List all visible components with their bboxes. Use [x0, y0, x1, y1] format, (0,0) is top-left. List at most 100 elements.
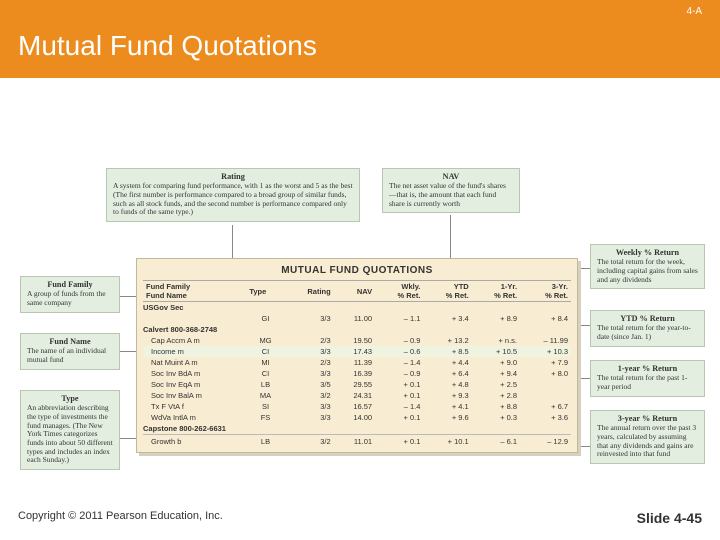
table-cell: + 8.0 — [520, 368, 571, 379]
callout-text: The net asset value of the fund's shares… — [389, 182, 513, 208]
table-cell: + 7.9 — [520, 357, 571, 368]
group-label: Calvert 800-368-2748 — [143, 324, 571, 335]
callout-title: YTD % Return — [597, 314, 698, 323]
page-code: 4-A — [686, 6, 702, 17]
callout-title: Rating — [113, 172, 353, 181]
callout-fund-name: Fund Name The name of an individual mutu… — [20, 333, 120, 370]
table-cell: – 12.9 — [520, 435, 571, 448]
callout-title: NAV — [389, 172, 513, 181]
table-cell: + 9.0 — [472, 357, 520, 368]
table-cell: Soc Inv BalA m — [143, 390, 246, 401]
table-cell: 16.39 — [334, 368, 375, 379]
table-cell — [520, 390, 571, 401]
table-cell: + 9.6 — [423, 412, 471, 423]
table-cell: 17.43 — [334, 346, 375, 357]
table-cell: MG — [246, 335, 284, 346]
table-cell: 24.31 — [334, 390, 375, 401]
connector — [578, 268, 590, 269]
group-label: Capstone 800-262-6631 — [143, 423, 571, 435]
table-cell: + 0.1 — [375, 412, 423, 423]
callout-text: The total return for the week, including… — [597, 258, 698, 284]
table-row: Growth bLB3/211.01+ 0.1+ 10.1– 6.1– 12.9 — [143, 435, 571, 448]
callout-title: 1-year % Return — [597, 364, 698, 373]
table-cell: + 0.1 — [375, 435, 423, 448]
table-header: Fund FamilyFund Name — [143, 281, 246, 302]
callout-text: The name of an individual mutual fund — [27, 347, 113, 364]
table-cell: + 10.3 — [520, 346, 571, 357]
table-cell: 11.01 — [334, 435, 375, 448]
table-cell: + 8.4 — [520, 313, 571, 324]
table-cell: SI — [246, 401, 284, 412]
callout-text: The annual return over the past 3 years,… — [597, 424, 698, 459]
table-cell: – 0.9 — [375, 335, 423, 346]
table-cell: + 6.7 — [520, 401, 571, 412]
table-cell: + 2.8 — [472, 390, 520, 401]
table-row: GI3/311.00– 1.1+ 3.4+ 8.9+ 8.4 — [143, 313, 571, 324]
callout-title: Weekly % Return — [597, 248, 698, 257]
table-cell: 3/3 — [285, 368, 334, 379]
table-cell: 11.39 — [334, 357, 375, 368]
slide-number: Slide 4-45 — [637, 510, 702, 526]
table-header: Rating — [285, 281, 334, 302]
table-cell: + 2.5 — [472, 379, 520, 390]
callout-3yr: 3-year % Return The annual return over t… — [590, 410, 705, 464]
callout-1yr: 1-year % Return The total return for the… — [590, 360, 705, 397]
table-cell: 3/3 — [285, 346, 334, 357]
table-cell: 3/3 — [285, 412, 334, 423]
table-cell: MI — [246, 357, 284, 368]
table-cell: 3/3 — [285, 313, 334, 324]
table-cell: – 0.9 — [375, 368, 423, 379]
table-cell: Tx F VtA f — [143, 401, 246, 412]
table-cell: CI — [246, 368, 284, 379]
table-cell: Growth b — [143, 435, 246, 448]
table-cell: 14.00 — [334, 412, 375, 423]
table-cell: 11.00 — [334, 313, 375, 324]
table-cell: LB — [246, 435, 284, 448]
table-cell: – 1.4 — [375, 357, 423, 368]
callout-rating: Rating A system for comparing fund perfo… — [106, 168, 360, 222]
table-cell: 29.55 — [334, 379, 375, 390]
table-cell: Nat Muint A m — [143, 357, 246, 368]
table-cell: + 0.3 — [472, 412, 520, 423]
table-cell: Cap Accm A m — [143, 335, 246, 346]
table-header: Type — [246, 281, 284, 302]
table-cell: 3/3 — [285, 401, 334, 412]
table-cell: + 4.1 — [423, 401, 471, 412]
callout-title: Fund Family — [27, 280, 113, 289]
table-header: 1-Yr.% Ret. — [472, 281, 520, 302]
callout-title: Type — [27, 394, 113, 403]
connector — [578, 325, 590, 326]
callout-ytd: YTD % Return The total return for the ye… — [590, 310, 705, 347]
table-cell: + 8.8 — [472, 401, 520, 412]
table-cell: Income m — [143, 346, 246, 357]
callout-text: The total return for the year-to-date (s… — [597, 324, 698, 341]
table-cell: 2/3 — [285, 357, 334, 368]
connector — [578, 446, 590, 447]
table-cell: FS — [246, 412, 284, 423]
table-cell: LB — [246, 379, 284, 390]
table-cell: – 6.1 — [472, 435, 520, 448]
table-cell: – 0.6 — [375, 346, 423, 357]
callout-text: A group of funds from the same company — [27, 290, 113, 307]
table-header: NAV — [334, 281, 375, 302]
callout-fund-family: Fund Family A group of funds from the sa… — [20, 276, 120, 313]
table-header: YTD% Ret. — [423, 281, 471, 302]
table-cell: – 1.4 — [375, 401, 423, 412]
callout-weekly: Weekly % Return The total return for the… — [590, 244, 705, 289]
callout-title: 3-year % Return — [597, 414, 698, 423]
table-title: MUTUAL FUND QUOTATIONS — [143, 265, 571, 276]
table-cell: + 3.6 — [520, 412, 571, 423]
table-cell: WdVa IntlA m — [143, 412, 246, 423]
table-row: Tx F VtA fSI3/316.57– 1.4+ 4.1+ 8.8+ 6.7 — [143, 401, 571, 412]
table-cell: – 1.1 — [375, 313, 423, 324]
quotations-table: Fund FamilyFund NameTypeRatingNAVWkly.% … — [143, 280, 571, 447]
table-cell: – 11.99 — [520, 335, 571, 346]
slide-footer: Copyright © 2011 Pearson Education, Inc.… — [0, 510, 720, 540]
table-cell: 19.50 — [334, 335, 375, 346]
table-cell: + 6.4 — [423, 368, 471, 379]
table-row: Soc Inv BdA mCI3/316.39– 0.9+ 6.4+ 9.4+ … — [143, 368, 571, 379]
table-cell: + n.s. — [472, 335, 520, 346]
table-cell: + 9.3 — [423, 390, 471, 401]
table-cell — [520, 379, 571, 390]
table-cell: + 10.5 — [472, 346, 520, 357]
